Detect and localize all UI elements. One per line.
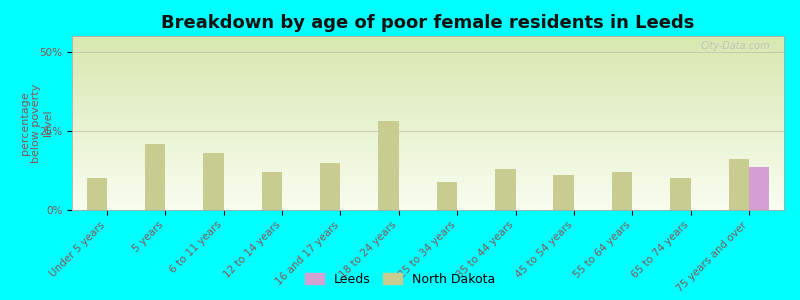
Text: City-Data.com: City-Data.com bbox=[700, 41, 770, 51]
Title: Breakdown by age of poor female residents in Leeds: Breakdown by age of poor female resident… bbox=[162, 14, 694, 32]
Bar bbox=[262, 172, 282, 210]
Bar bbox=[554, 175, 574, 210]
Bar bbox=[612, 172, 632, 210]
Bar bbox=[378, 122, 399, 210]
Bar bbox=[437, 182, 457, 210]
Bar bbox=[749, 167, 770, 210]
Bar bbox=[729, 159, 749, 210]
Bar bbox=[495, 169, 515, 210]
Bar bbox=[145, 144, 166, 210]
Y-axis label: percentage
below poverty
level: percentage below poverty level bbox=[20, 83, 53, 163]
Bar bbox=[203, 153, 224, 210]
Bar bbox=[86, 178, 107, 210]
Bar bbox=[320, 163, 341, 210]
Bar bbox=[670, 178, 690, 210]
Legend: Leeds, North Dakota: Leeds, North Dakota bbox=[300, 268, 500, 291]
